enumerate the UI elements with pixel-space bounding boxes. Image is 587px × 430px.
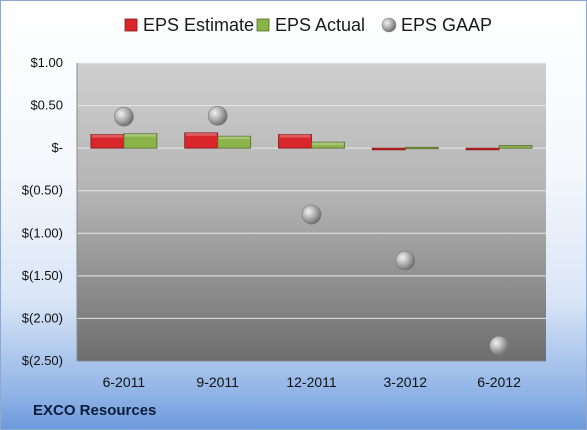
point-eps-gaap — [207, 105, 228, 126]
y-tick-label: $1.00 — [30, 55, 63, 70]
bar-highlight — [124, 133, 156, 137]
y-tick-label: $0.50 — [30, 98, 63, 113]
x-tick-label: 3-2012 — [384, 374, 428, 390]
bar-eps-estimate — [465, 147, 500, 151]
bar-eps-actual — [498, 145, 533, 149]
legend-label: EPS Estimate — [143, 15, 254, 35]
bar-highlight — [279, 134, 311, 138]
x-tick-label: 12-2011 — [286, 374, 337, 390]
bar-eps-actual — [311, 141, 345, 149]
point-eps-gaap — [489, 335, 509, 356]
bar-eps-estimate — [278, 134, 312, 149]
x-tick-label: 6-2012 — [477, 374, 521, 390]
point-eps-gaap — [301, 204, 322, 225]
legend-swatch-eps-gaap — [381, 17, 397, 33]
y-tick-label: $(2.00) — [22, 310, 63, 325]
x-tick-label: 9-2011 — [196, 374, 239, 390]
x-tick-label: 6-2011 — [103, 374, 146, 390]
bar-eps-actual — [217, 135, 252, 149]
point-eps-gaap — [395, 250, 416, 271]
bar-highlight — [185, 132, 217, 136]
y-tick-label: $(2.50) — [22, 353, 63, 368]
company-label: EXCO Resources — [33, 402, 157, 419]
legend-label: EPS GAAP — [401, 15, 492, 35]
point-eps-gaap — [114, 106, 134, 127]
bar-highlight — [312, 142, 344, 146]
y-tick-label: $(1.00) — [22, 225, 63, 240]
y-tick-label: $(1.50) — [22, 268, 63, 283]
bar-eps-estimate — [371, 147, 406, 151]
y-tick-label: $(0.50) — [22, 183, 63, 198]
bar-eps-actual — [123, 133, 158, 149]
legend-swatch-eps-estimate — [124, 18, 138, 32]
bar-eps-actual — [404, 146, 439, 150]
legend-label: EPS Actual — [275, 15, 365, 35]
bar-highlight — [91, 134, 123, 138]
bar-highlight — [218, 136, 250, 140]
y-tick-label: $- — [51, 140, 63, 155]
legend-swatch-eps-actual — [256, 18, 270, 32]
